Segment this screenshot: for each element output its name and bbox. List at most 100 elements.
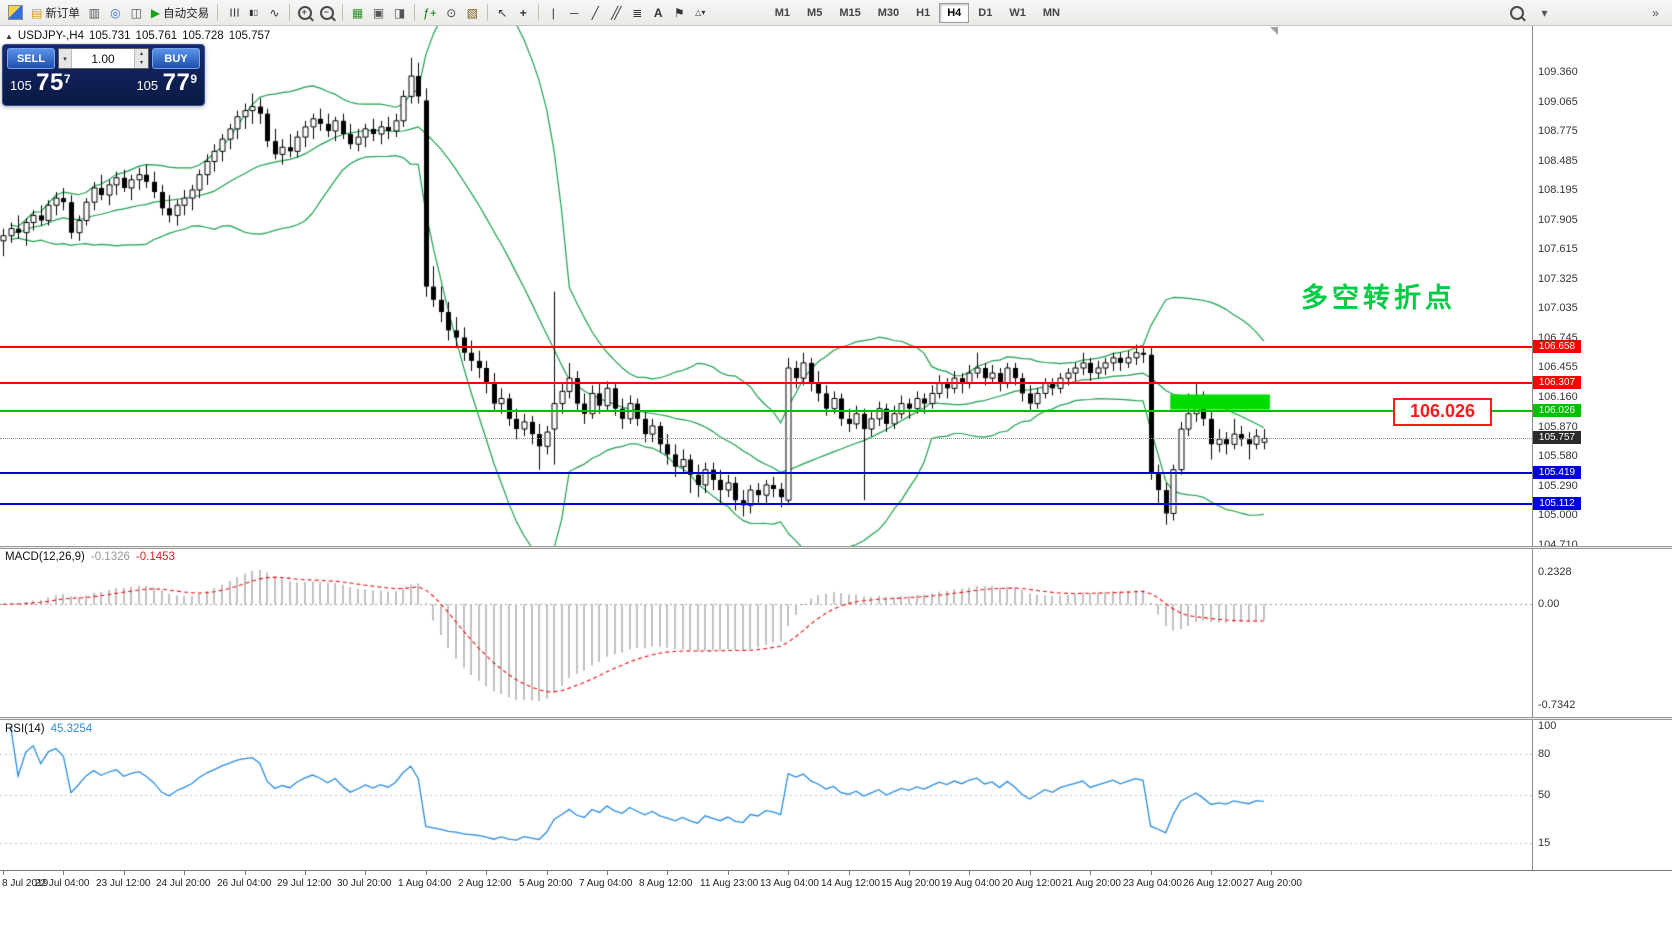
macd-axis-label: 0.2328	[1538, 566, 1572, 579]
time-axis-tick	[1030, 871, 1031, 875]
price-axis-label: 107.325	[1538, 272, 1578, 285]
time-axis-tick	[1090, 871, 1091, 875]
time-axis-tick	[184, 871, 185, 875]
macd-title: MACD(12,26,9)	[5, 551, 85, 563]
candlestick-chart-icon[interactable]: ▮▯	[243, 3, 264, 23]
volume-decrease-button[interactable]: ▾	[135, 58, 148, 68]
horizontal-line-icon[interactable]: ─	[564, 3, 585, 23]
tile-windows-icon[interactable]: ▦	[347, 3, 368, 23]
price-callout-label[interactable]: 106.026	[1393, 398, 1492, 427]
templates-icon[interactable]: ▧	[462, 3, 483, 23]
volume-input[interactable]	[72, 49, 134, 68]
price-level-tag-105.112: 105.112	[1533, 497, 1581, 510]
timeframe-h4[interactable]: H4	[939, 2, 970, 23]
price-axis-label: 105.580	[1538, 450, 1578, 463]
timeframe-m5[interactable]: M5	[799, 3, 830, 23]
line-chart-icon[interactable]: ∿	[264, 3, 285, 23]
timeframe-w1[interactable]: W1	[1001, 3, 1034, 23]
price-axis-label: 106.745	[1538, 331, 1578, 344]
price-chart-canvas[interactable]	[0, 26, 1532, 546]
panel-divider-macd[interactable]	[0, 546, 1672, 549]
time-axis-label: 30 Jul 20:00	[337, 878, 392, 889]
time-axis-tick	[969, 871, 970, 875]
time-axis-label: 24 Jul 20:00	[156, 878, 211, 889]
timeframe-m15[interactable]: M15	[831, 3, 868, 23]
ohlc-low: 105.728	[182, 30, 224, 42]
fibonacci-icon[interactable]: ≣	[627, 3, 648, 23]
volume-increase-button[interactable]: ▴	[135, 49, 148, 59]
sell-button[interactable]: SELL	[7, 48, 55, 69]
macd-value-signal: -0.1453	[135, 551, 175, 563]
time-axis-label: 5 Aug 20:00	[519, 878, 573, 889]
time-axis-tick	[728, 871, 729, 875]
arrange-windows-icon[interactable]: ◨	[389, 3, 410, 23]
overflow-icon[interactable]: »	[1645, 3, 1666, 23]
time-axis-label: 1 Aug 04:00	[398, 878, 452, 889]
rsi-value: 45.3254	[50, 723, 93, 735]
rsi-axis-label: 15	[1538, 837, 1551, 850]
symbol-period-label: USDJPY-,H4	[17, 30, 84, 42]
autotrading-button[interactable]: ▶ 自动交易	[147, 3, 213, 23]
timeframe-m1[interactable]: M1	[767, 3, 798, 23]
sell-price[interactable]: 105 757	[10, 69, 71, 97]
cursor-icon[interactable]: ↖	[492, 3, 513, 23]
bar-chart-icon[interactable]: ☰	[222, 3, 243, 23]
indicators-icon[interactable]: ƒ+	[419, 3, 441, 23]
price-axis-label: 107.905	[1538, 213, 1578, 226]
zoom-out-icon[interactable]: −	[316, 3, 338, 23]
profiles-icon[interactable]: ▥	[84, 3, 105, 23]
price-axis-label: 105.000	[1538, 509, 1578, 522]
sell-price-big: 75	[36, 69, 64, 96]
rsi-axis-label: 50	[1538, 789, 1551, 801]
time-axis-label: 11 Aug 23:00	[700, 878, 759, 889]
time-axis-label: 29 Jul 12:00	[277, 878, 332, 889]
timeframe-m30[interactable]: M30	[870, 3, 907, 23]
channel-icon[interactable]: ╱╱	[606, 3, 627, 23]
cascade-windows-icon[interactable]: ▣	[368, 3, 389, 23]
label-icon[interactable]: ⚑	[669, 3, 690, 23]
volume-dropdown-icon[interactable]: ▾	[59, 49, 72, 68]
oneclick-collapse-icon[interactable]: ▲	[5, 32, 13, 41]
time-axis-tick	[1151, 871, 1152, 875]
sell-price-sup: 7	[63, 72, 71, 86]
time-axis-label: 26 Aug 12:00	[1183, 878, 1242, 889]
price-axis-label: 106.160	[1538, 391, 1578, 404]
price-axis-label: 106.455	[1538, 361, 1578, 374]
panel-divider-rsi[interactable]	[0, 717, 1672, 720]
buy-button[interactable]: BUY	[152, 48, 200, 69]
time-axis[interactable]: 8 Jul 2019 22 Jul 04:00 23 Jul 12:00 24 Jul…	[0, 870, 1672, 895]
time-axis-tick	[667, 871, 668, 875]
vertical-line-icon[interactable]: |	[543, 3, 564, 23]
volume-box: ▾ ▴ ▾	[58, 48, 149, 69]
volume-spinner: ▴ ▾	[134, 49, 148, 68]
time-axis-label: 19 Aug 04:00	[941, 878, 1000, 889]
sell-price-small: 105	[10, 78, 32, 93]
text-icon[interactable]: A	[648, 3, 669, 23]
macd-canvas[interactable]	[0, 549, 1532, 717]
market-watch-icon[interactable]: ◎	[105, 3, 126, 23]
layouts-icon[interactable]: ▾	[1534, 3, 1555, 23]
crosshair-icon[interactable]: +	[513, 3, 534, 23]
macd-axis-label: 0.00	[1538, 598, 1560, 611]
buy-price[interactable]: 105 779	[136, 69, 197, 97]
trendline-icon[interactable]: ╱	[585, 3, 606, 23]
rsi-canvas[interactable]	[0, 720, 1532, 870]
search-icon[interactable]	[1506, 3, 1528, 23]
toolbar: ▤ 新订单 ▥ ◎ ◫ ▶ 自动交易 ☰ ▮▯ ∿ + − ▦ ▣ ◨ ƒ+ ⊙ ▧ ↖ + | ─ ╱ ╱╱ ≣ A ⚑ △▾ M1 M…	[0, 0, 1672, 26]
timeframe-mn[interactable]: MN	[1035, 3, 1068, 23]
turning-point-annotation[interactable]: 多空转折点	[1301, 283, 1456, 313]
timeframe-d1[interactable]: D1	[970, 3, 1000, 23]
new-order-button[interactable]: ▤ 新订单	[27, 3, 84, 23]
timeframe-group: M1 M5 M15 M30 H1 H4 D1 W1 MN	[767, 2, 1068, 23]
timeframe-h1[interactable]: H1	[908, 3, 938, 23]
time-axis-tick	[486, 871, 487, 875]
chart-shift-marker[interactable]	[1270, 27, 1278, 35]
shapes-icon[interactable]: △▾	[690, 3, 711, 23]
periods-icon[interactable]: ⊙	[441, 3, 462, 23]
price-axis-label: 107.615	[1538, 243, 1578, 256]
time-axis-label: 27 Aug 20:00	[1243, 878, 1302, 889]
app-logo[interactable]	[4, 3, 27, 23]
zoom-in-icon[interactable]: +	[294, 3, 316, 23]
price-axis-label: 108.195	[1538, 184, 1578, 197]
navigator-icon[interactable]: ◫	[126, 3, 147, 23]
